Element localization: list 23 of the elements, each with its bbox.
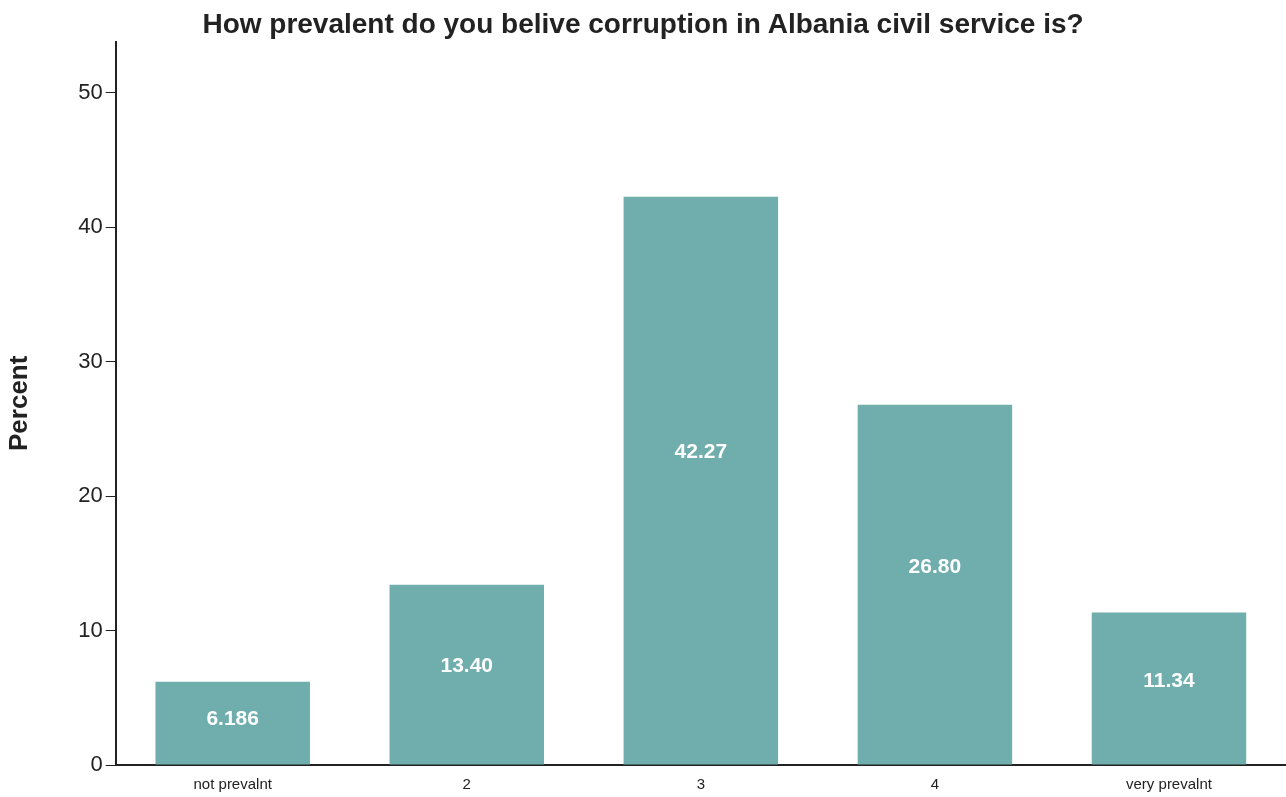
x-tick-label: not prevalnt	[193, 775, 273, 793]
x-tick-label: 2	[462, 775, 471, 793]
bar	[155, 681, 310, 765]
data-label: 6.186	[206, 706, 259, 730]
data-label: 26.80	[908, 553, 962, 577]
bar	[857, 404, 1013, 765]
y-tick-label: 30	[78, 347, 103, 373]
x-tick-label: very prevalnt	[1126, 775, 1213, 793]
x-tick-label: 4	[930, 775, 940, 793]
bar	[1091, 612, 1247, 765]
y-tick-label: 20	[78, 482, 103, 508]
y-tick-label: 50	[78, 78, 103, 104]
y-tick-label: 0	[90, 751, 103, 777]
y-tick-label: 10	[78, 616, 103, 642]
data-label: 11.34	[1143, 667, 1195, 691]
data-label: 42.27	[674, 439, 728, 463]
y-axis-title: Percent	[2, 355, 33, 451]
bar	[389, 584, 545, 765]
bar	[623, 196, 779, 765]
x-tick-label: 3	[696, 775, 706, 793]
chart-title: How prevalent do you belive corruption in Albania civil service is?	[202, 7, 1084, 39]
data-label: 13.40	[440, 652, 494, 676]
y-tick-label: 40	[78, 213, 103, 239]
